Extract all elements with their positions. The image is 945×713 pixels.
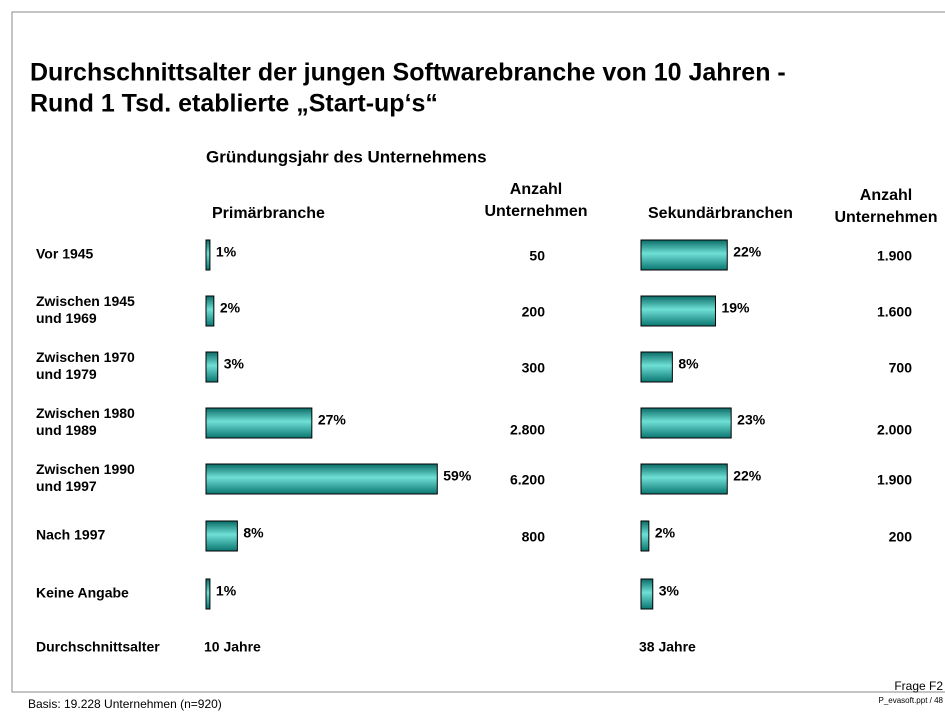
count-header: Unternehmen: [834, 209, 937, 226]
value-label: 1%: [216, 583, 237, 599]
row-label: und 1979: [36, 366, 97, 382]
value-label: 19%: [721, 300, 750, 316]
average: 10 Jahre: [204, 639, 261, 655]
bar: [205, 239, 211, 271]
row-label: Zwischen 1945: [36, 293, 135, 309]
bar: [205, 351, 219, 383]
frame: [11, 11, 945, 693]
value-label: 3%: [659, 583, 680, 599]
row-label: und 1969: [36, 310, 97, 326]
row-label: und 1989: [36, 422, 97, 438]
count: 1.900: [877, 248, 912, 264]
subtitle: Gründungsjahr des Unternehmens: [206, 147, 487, 166]
count: 700: [889, 360, 913, 376]
file: P_evasoft.ppt / 48: [879, 696, 944, 705]
value-label: 27%: [318, 412, 347, 428]
bar: [205, 295, 215, 327]
title-line: Rund 1 Tsd. etablierte „Start-up‘s“: [30, 90, 438, 118]
count-header: Unternehmen: [484, 203, 587, 220]
series-name: Sekundärbranchen: [648, 205, 793, 222]
count-header: Anzahl: [510, 181, 562, 198]
average: 38 Jahre: [639, 639, 696, 655]
count: 1.600: [877, 304, 912, 320]
row-label: Keine Angabe: [36, 585, 129, 601]
row-label: Zwischen 1990: [36, 461, 135, 477]
count: 300: [522, 360, 546, 376]
count: 800: [522, 529, 546, 545]
value-label: 8%: [243, 525, 264, 541]
count: 2.800: [510, 422, 545, 438]
value-label: 2%: [655, 525, 676, 541]
count: 50: [529, 248, 545, 264]
count: 6.200: [510, 472, 545, 488]
bar: [205, 578, 211, 610]
value-label: 22%: [733, 244, 762, 260]
average-label: Durchschnittsalter: [36, 639, 160, 655]
bar: [205, 407, 313, 439]
value-label: 59%: [443, 468, 472, 484]
count: 200: [889, 529, 913, 545]
bar: [640, 295, 716, 327]
series-name: Primärbranche: [212, 205, 325, 222]
count: 200: [522, 304, 546, 320]
value-label: 2%: [220, 300, 241, 316]
value-label: 23%: [737, 412, 766, 428]
count: 2.000: [877, 422, 912, 438]
row-label: Zwischen 1970: [36, 349, 135, 365]
bar: [640, 351, 673, 383]
count-header: Anzahl: [860, 187, 912, 204]
row-label: Zwischen 1980: [36, 405, 135, 421]
row-label: und 1997: [36, 478, 97, 494]
bar: [640, 520, 650, 552]
row-label: Nach 1997: [36, 527, 105, 543]
bar: [640, 407, 732, 439]
row-label: Vor 1945: [36, 246, 94, 262]
value-label: 1%: [216, 244, 237, 260]
bar: [640, 239, 728, 271]
question: Frage F2: [894, 679, 943, 693]
value-label: 8%: [678, 356, 699, 372]
bar: [640, 463, 728, 495]
basis: Basis: 19.228 Unternehmen (n=920): [28, 697, 222, 711]
title-line: Durchschnittsalter der jungen Softwarebr…: [30, 59, 786, 87]
bar: [640, 578, 654, 610]
value-label: 3%: [224, 356, 245, 372]
count: 1.900: [877, 472, 912, 488]
bar: [205, 463, 438, 495]
bar: [205, 520, 238, 552]
value-label: 22%: [733, 468, 762, 484]
